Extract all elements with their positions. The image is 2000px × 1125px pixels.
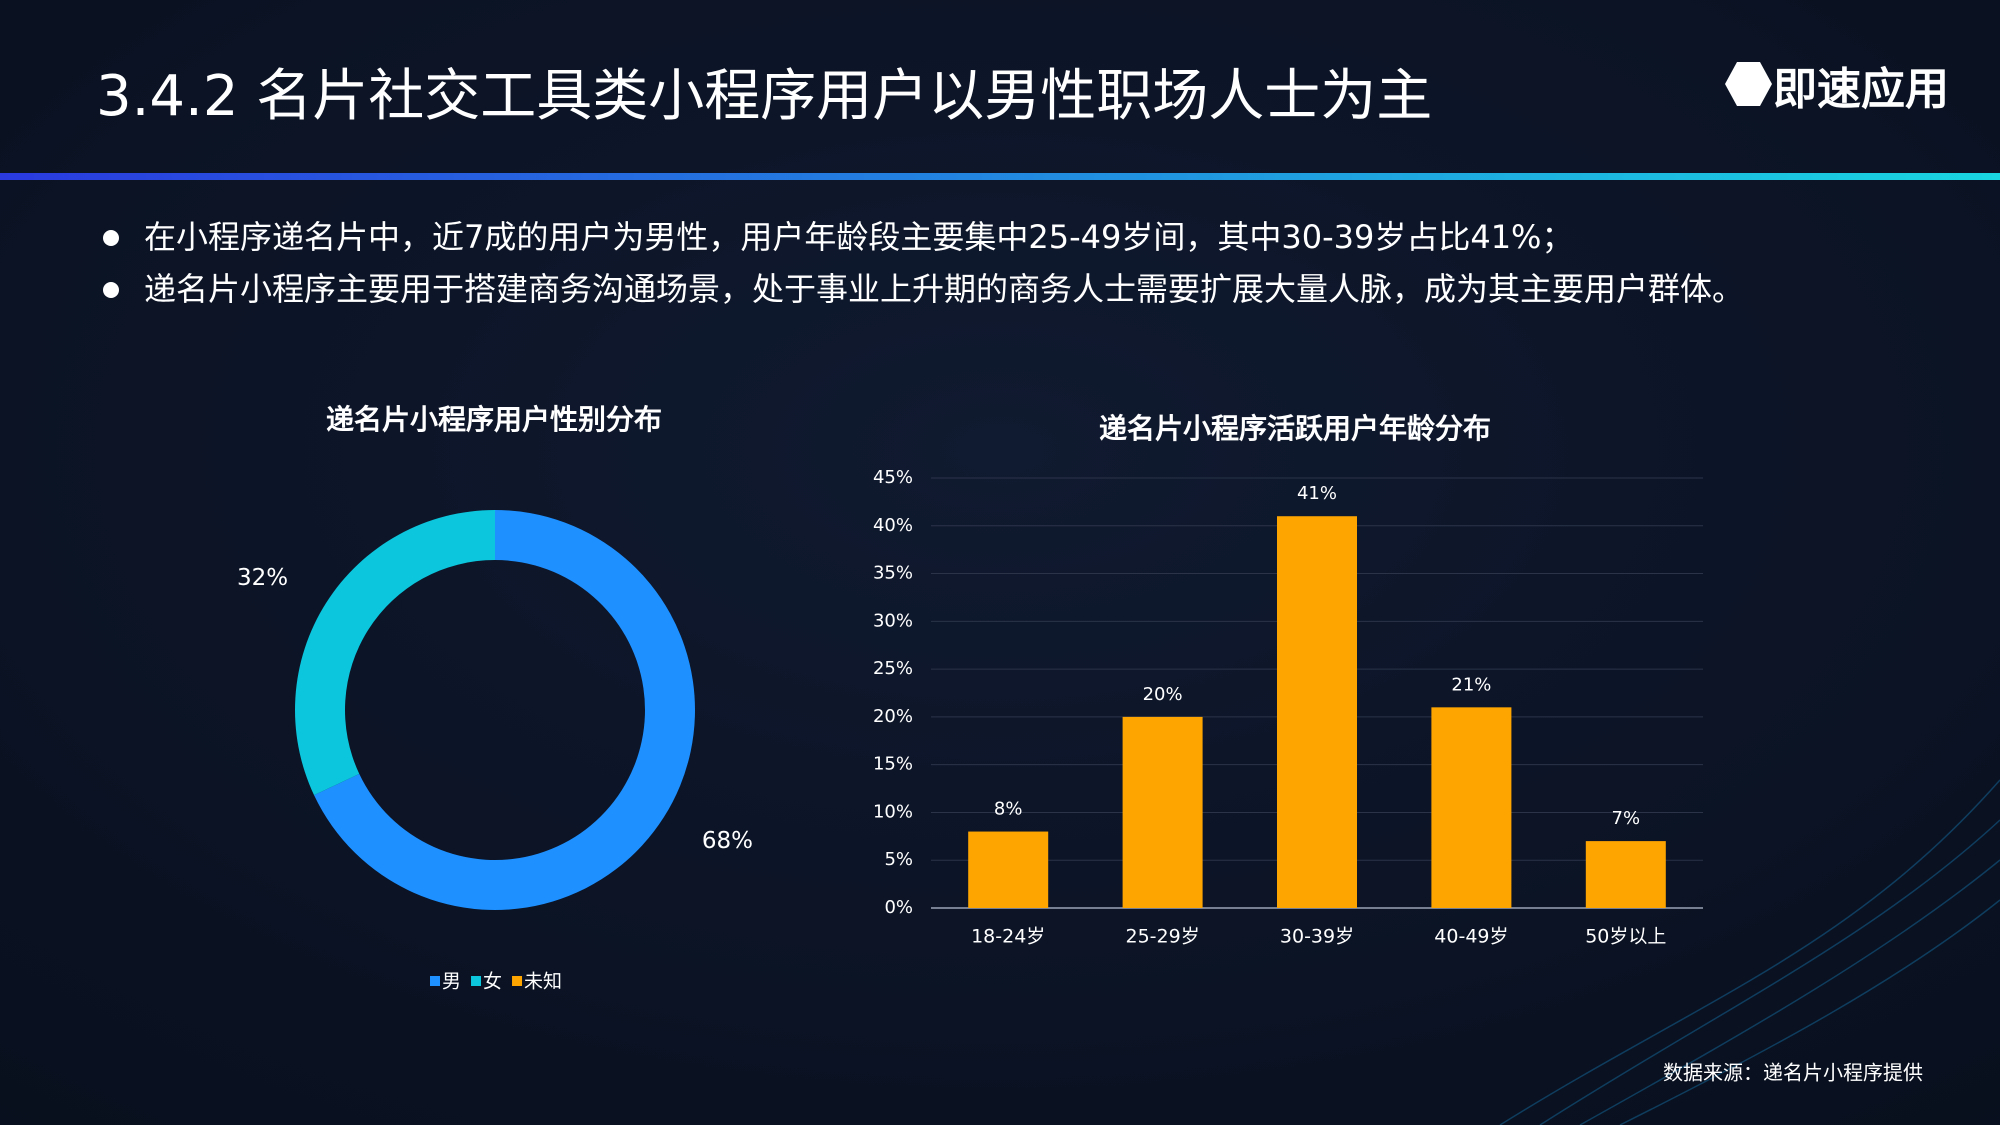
legend-label: 未知 — [524, 971, 562, 993]
y-tick-label: 15% — [873, 754, 913, 775]
bullet-dot — [103, 230, 119, 246]
y-tick-label: 10% — [873, 801, 913, 822]
page-title: 3.4.2 名片社交工具类小程序用户以男性职场人士为主 — [96, 64, 1432, 129]
logo: 即速应用 — [1725, 62, 1949, 115]
y-tick-label: 45% — [873, 467, 913, 488]
bar — [1277, 516, 1357, 908]
data-label: 21% — [1451, 674, 1491, 695]
x-tick-label: 30-39岁 — [1280, 926, 1354, 948]
chart-title: 递名片小程序活跃用户年龄分布 — [1099, 412, 1491, 445]
chart-title: 递名片小程序用户性别分布 — [326, 403, 662, 436]
legend-label: 女 — [483, 971, 502, 993]
donut-slice — [294, 510, 495, 796]
logo-text: 即速应用 — [1773, 64, 1949, 115]
source-note: 数据来源：递名片小程序提供 — [1663, 1061, 1923, 1085]
bar — [1431, 707, 1512, 908]
x-tick-label: 18-24岁 — [971, 926, 1045, 948]
bar — [968, 831, 1049, 908]
y-tick-label: 5% — [884, 849, 913, 870]
header-rule — [0, 173, 2000, 180]
data-label: 8% — [994, 799, 1023, 820]
data-label: 41% — [1297, 483, 1337, 504]
y-tick-label: 25% — [873, 658, 913, 679]
bar — [1585, 841, 1666, 908]
bullet-text: 递名片小程序主要用于搭建商务沟通场景，处于事业上升期的商务人士需要扩展大量人脉，… — [144, 270, 1744, 308]
x-tick-label: 40-49岁 — [1434, 926, 1508, 948]
legend-swatch — [471, 976, 482, 986]
y-tick-label: 30% — [873, 610, 913, 631]
decor-waves — [1499, 779, 2000, 1125]
bullet-text: 在小程序递名片中，近7成的用户为男性，用户年龄段主要集中25-49岁间，其中30… — [144, 218, 1573, 256]
legend-swatch — [512, 976, 523, 986]
bullet-dot — [103, 282, 119, 298]
data-label: 32% — [237, 565, 288, 591]
data-label: 7% — [1612, 808, 1641, 829]
y-tick-label: 40% — [873, 515, 913, 536]
x-tick-label: 25-29岁 — [1125, 926, 1199, 948]
data-label: 68% — [702, 828, 753, 854]
bar — [1122, 716, 1203, 908]
legend-label: 男 — [442, 971, 461, 993]
y-tick-label: 0% — [884, 897, 913, 918]
logo-icon — [1725, 62, 1772, 106]
data-label: 20% — [1143, 684, 1183, 705]
x-tick-label: 50岁以上 — [1585, 926, 1666, 948]
legend-swatch — [430, 976, 440, 986]
y-tick-label: 20% — [873, 706, 913, 727]
y-tick-label: 35% — [873, 563, 913, 584]
